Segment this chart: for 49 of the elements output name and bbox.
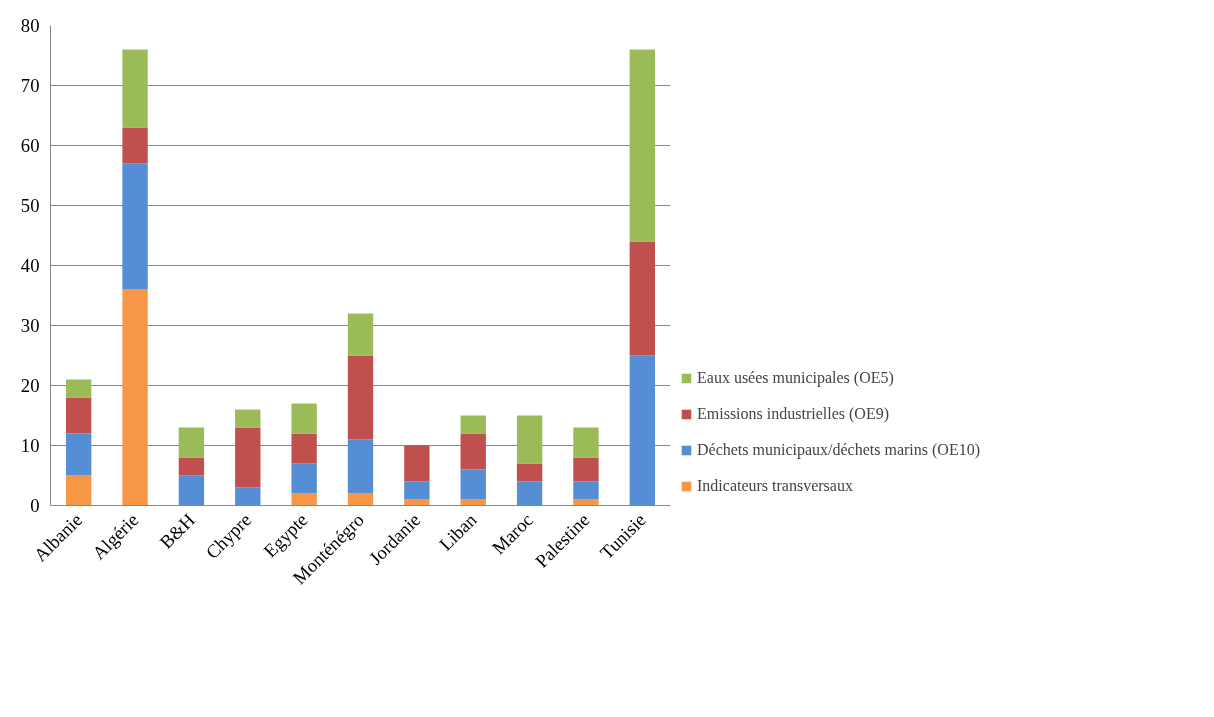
bar <box>122 127 148 164</box>
bar <box>235 487 261 506</box>
y-tick-label: 80 <box>20 15 40 36</box>
bar <box>178 457 205 476</box>
y-tick-label: 40 <box>20 255 40 276</box>
bar <box>66 475 92 506</box>
bar <box>291 493 317 506</box>
bar <box>178 427 205 458</box>
bar <box>178 475 205 506</box>
bar <box>347 439 374 494</box>
bar <box>347 355 374 440</box>
bar <box>122 289 148 506</box>
bar <box>122 49 148 128</box>
y-tick-label: 0 <box>30 495 40 516</box>
bar <box>573 427 599 458</box>
legend-label: Déchets municipaux/déchets marins (OE10) <box>697 441 981 459</box>
bar <box>404 481 430 500</box>
y-tick-label: 70 <box>20 75 40 96</box>
bar <box>235 409 261 428</box>
bar <box>460 433 486 470</box>
bar <box>291 433 317 464</box>
bar <box>66 433 92 476</box>
bar <box>347 493 374 506</box>
bar <box>404 445 430 482</box>
bar <box>516 481 543 506</box>
bar <box>291 463 317 494</box>
bar <box>66 397 92 434</box>
bar <box>291 403 317 434</box>
bar <box>516 463 543 482</box>
bar <box>516 415 543 464</box>
bar <box>460 415 486 434</box>
bar <box>235 427 261 488</box>
bar <box>573 457 599 482</box>
y-tick-label: 50 <box>20 195 40 216</box>
legend-label: Eaux usées municipales (OE5) <box>697 369 894 387</box>
y-tick-label: 10 <box>20 435 40 456</box>
y-tick-label: 30 <box>20 315 40 336</box>
bar <box>573 481 599 500</box>
bar <box>347 313 374 356</box>
bar <box>122 163 148 290</box>
bar <box>460 469 486 500</box>
legend-label: Emissions industrielles (OE9) <box>697 405 889 423</box>
bar <box>629 49 655 242</box>
bar <box>66 379 92 398</box>
bar <box>629 241 655 356</box>
legend-label: Indicateurs transversaux <box>697 477 853 495</box>
y-tick-label: 20 <box>20 375 40 396</box>
bar <box>629 355 655 506</box>
y-tick-label: 60 <box>20 135 40 156</box>
